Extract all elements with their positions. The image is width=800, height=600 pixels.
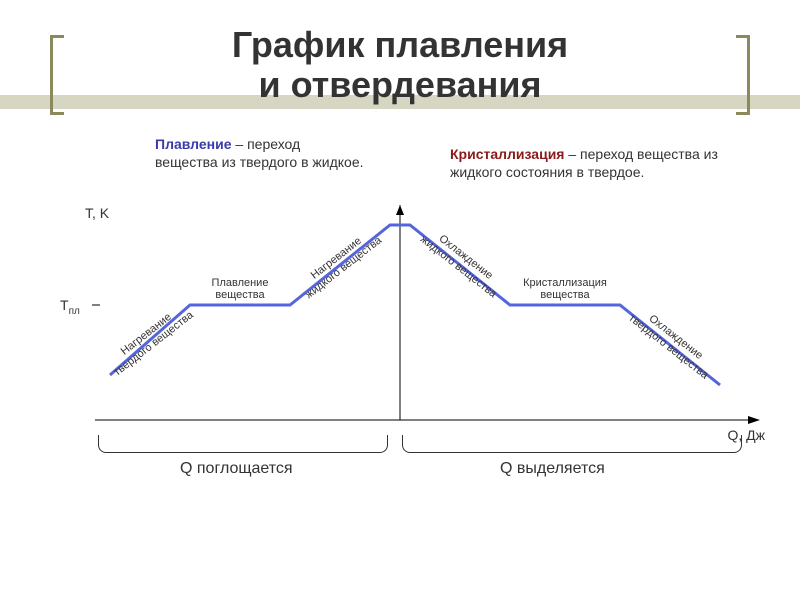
brace-right [402,435,742,453]
title-bracket-right [736,35,750,115]
definition-left: Плавление – переход вещества из твердого… [155,135,365,171]
segment-label-4: Кристаллизациявещества [515,277,615,301]
term-crystallization: Кристаллизация [450,146,564,162]
title-line1: График плавления [232,24,568,65]
definition-right: Кристаллизация – переход вещества из жид… [450,145,750,181]
title-area: График плавления и отвердевания [0,0,800,104]
page-title: График плавления и отвердевания [232,25,568,104]
brace-left-label: Q поглощается [180,460,293,478]
term-melting: Плавление [155,136,232,152]
brace-right-label: Q выделяется [500,460,605,478]
segment-label-1: Плавлениевещества [190,277,290,301]
x-axis-arrow [748,416,760,424]
title-line2: и отвердевания [258,64,541,105]
y-axis-label: T, K [85,205,109,221]
phase-chart: T, K Tпл Q, Дж Нагреваниетвердого вещест… [60,205,760,485]
chart-line [110,225,720,385]
y-axis-arrow [396,205,404,215]
title-bracket-left [50,35,64,115]
y-tick-label: Tпл [60,297,80,317]
brace-left [98,435,388,453]
